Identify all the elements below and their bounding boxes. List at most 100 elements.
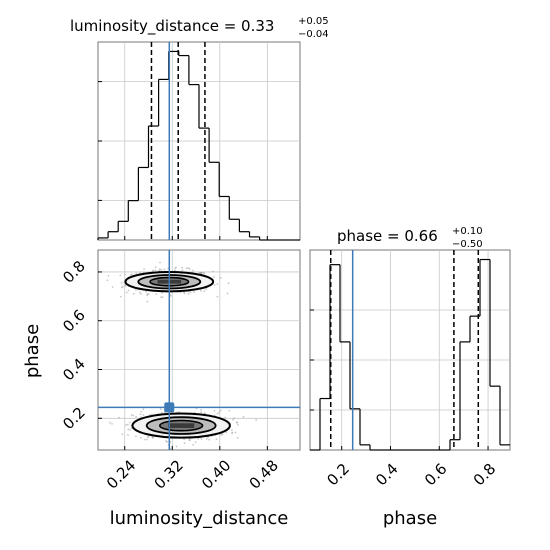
sample-point [213, 284, 216, 286]
sample-point [119, 274, 122, 277]
sample-point [202, 271, 205, 274]
sample-point [127, 428, 130, 431]
sample-point [236, 421, 239, 424]
sample-point [175, 266, 177, 269]
x-axis-label-phase: phase [383, 508, 437, 529]
sample-point [120, 282, 123, 284]
sample-point [220, 409, 222, 412]
x-tick-label: 0.48 [246, 456, 282, 492]
sample-point [185, 267, 188, 270]
sample-point [200, 409, 203, 411]
luminosity-distance-title-lower: −0.04 [298, 29, 329, 40]
phase-histogram-panel [309, 249, 511, 451]
sample-point [132, 414, 135, 417]
sample-point [128, 421, 131, 424]
sample-point [163, 268, 166, 271]
sample-point [140, 292, 142, 295]
sample-point [213, 409, 216, 412]
sample-point [220, 434, 223, 436]
sample-point [219, 276, 222, 279]
y-tick-label: 0.8 [59, 257, 89, 287]
sample-point [227, 282, 230, 285]
sample-point [218, 411, 221, 414]
sample-point [161, 411, 163, 414]
sample-point [216, 412, 219, 415]
sample-point [159, 261, 161, 264]
sample-point [159, 408, 162, 411]
sample-point [200, 289, 202, 292]
sample-point [142, 414, 145, 416]
sample-point [139, 413, 142, 415]
sample-point [178, 411, 180, 413]
sample-point [242, 415, 245, 418]
sample-point [192, 269, 195, 272]
sample-point [158, 269, 160, 272]
sample-point [224, 416, 227, 419]
sample-point [119, 295, 122, 298]
sample-point [208, 438, 211, 441]
sample-point [127, 434, 129, 436]
sample-point [143, 268, 146, 270]
sample-point [183, 442, 186, 444]
sample-point [188, 439, 191, 442]
sample-point [212, 270, 214, 273]
sample-point [226, 292, 229, 295]
sample-point [234, 431, 237, 434]
x-tick-label: 0.32 [151, 456, 187, 492]
density-core [168, 423, 195, 428]
sample-point [216, 295, 219, 298]
sample-point [154, 266, 157, 268]
sample-point [140, 436, 142, 439]
sample-point [125, 424, 127, 426]
sample-point [205, 438, 208, 440]
sample-point [216, 283, 219, 285]
phase-title-lower: −0.50 [452, 239, 483, 250]
phase-vs-luminosity-scatter-panel [97, 249, 301, 451]
sample-point [130, 427, 133, 430]
sample-point [205, 288, 208, 291]
sample-point [231, 432, 234, 435]
x-tick-label: 0.8 [470, 460, 500, 490]
sample-point [192, 443, 195, 446]
sample-point [181, 266, 183, 269]
sample-point [232, 419, 234, 421]
sample-point [174, 269, 176, 272]
sample-point [204, 412, 206, 415]
sample-point [158, 268, 161, 271]
x-axis-label-luminosity-distance: luminosity_distance [110, 508, 289, 529]
sample-point [127, 289, 130, 292]
sample-point [183, 438, 186, 441]
sample-point [130, 414, 133, 416]
sample-point [129, 429, 131, 431]
sample-point [200, 411, 203, 414]
sample-point [237, 424, 239, 426]
sample-point [228, 409, 231, 412]
sample-point [124, 273, 127, 276]
sample-point [175, 445, 178, 448]
sample-point [165, 440, 168, 442]
y-axis-label-phase: phase [22, 324, 43, 378]
sample-point [124, 285, 127, 287]
sample-point [197, 438, 200, 440]
sample-point [146, 438, 148, 441]
sample-point [139, 291, 141, 294]
sample-point [109, 421, 111, 424]
sample-point [200, 272, 203, 275]
y-tick-label: 0.6 [59, 306, 89, 336]
sample-point [132, 292, 135, 295]
sample-point [143, 438, 146, 441]
phase-title-upper: +0.10 [452, 226, 483, 237]
sample-point [194, 441, 197, 443]
sample-point [160, 296, 162, 298]
sample-point [147, 293, 150, 295]
sample-point [221, 433, 224, 436]
x-tick-label: 0.2 [323, 460, 353, 490]
sample-point [121, 286, 123, 289]
sample-point [121, 433, 124, 436]
sample-point [160, 268, 163, 271]
sample-point [111, 286, 114, 288]
sample-point [155, 293, 158, 296]
sample-point [131, 273, 133, 276]
sample-point [225, 431, 228, 434]
